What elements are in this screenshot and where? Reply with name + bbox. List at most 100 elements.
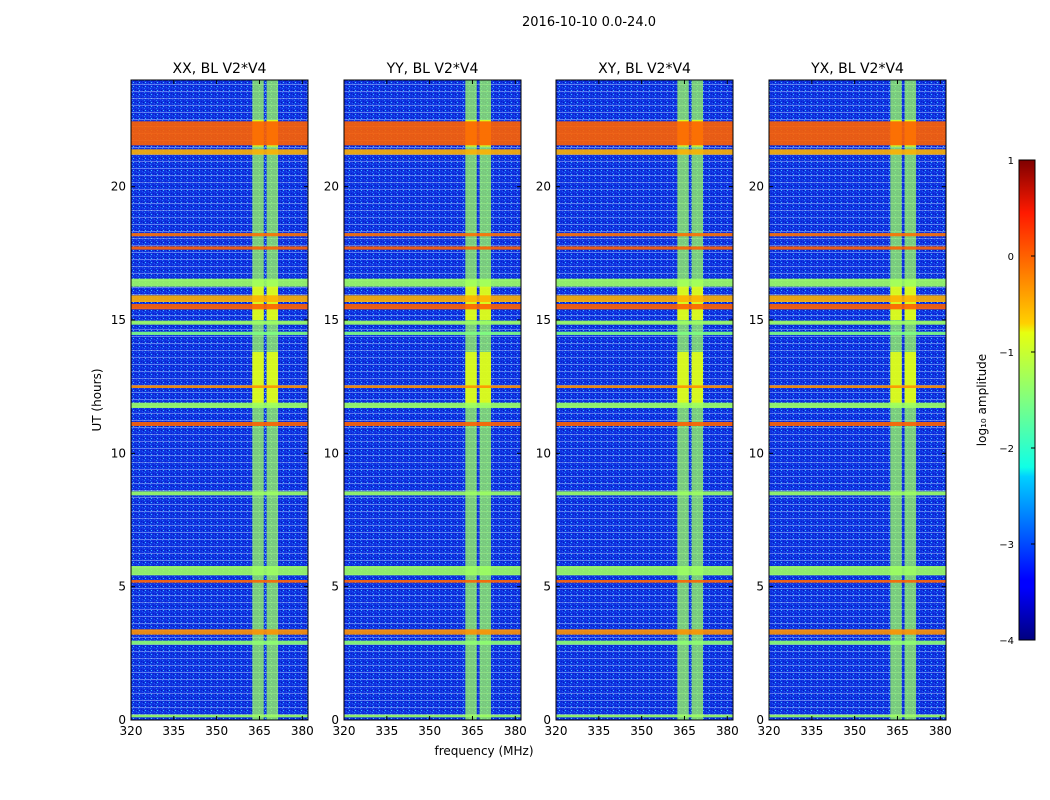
rfi-row [769,331,946,335]
rfi-row [556,320,733,325]
rfi-column-segment [677,352,689,406]
colorbar-gradient [1018,159,1036,641]
rfi-row [131,402,308,408]
panels: XX, BL V2*V4 320 335 350 365 380 0 5 10 15 20 YY, B… [111,61,952,738]
rfi-row [344,246,521,250]
rfi-row [131,566,308,576]
rfi-row [131,304,308,310]
x-tick-label: 365 [461,724,484,738]
rfi-row [344,402,521,408]
panel-title: XY, BL V2*V4 [598,61,691,77]
rfi-row [131,295,308,302]
rfi-row [131,233,308,237]
colorbar-tick-label: 0 [1008,252,1014,263]
rfi-column-segment [465,352,477,406]
rfi-row [556,304,733,310]
rfi-row [344,580,521,583]
y-tick-label: 5 [118,580,126,594]
y-tick-label: 20 [324,180,339,194]
rfi-row [556,278,733,287]
y-tick-label: 10 [536,446,551,460]
panel-3: XY, BL V2*V4 320 335 350 365 380 0 5 10 15 20 [536,61,739,738]
panel-title: YY, BL V2*V4 [386,61,479,77]
y-tick-label: 20 [111,180,126,194]
figure-suptitle: 2016-10-10 0.0-24.0 [522,15,656,30]
rfi-row [556,422,733,426]
rfi-row [769,714,946,718]
x-tick-label: 335 [800,724,823,738]
rfi-column-segment [252,352,264,406]
rfi-column-segment [691,352,704,406]
rfi-row [556,629,733,635]
y-tick-label: 0 [118,713,126,727]
rfi-row [344,640,521,645]
rfi-row [344,149,521,155]
x-tick-label: 380 [716,724,739,738]
rfi-row [556,714,733,718]
panel-frame [768,79,947,721]
x-tick-label: 335 [162,724,185,738]
panel-title: YX, BL V2*V4 [810,61,904,77]
rfi-row [769,629,946,635]
x-tick-label: 365 [673,724,696,738]
rfi-row [556,331,733,335]
rfi-row [556,566,733,576]
rfi-row [131,149,308,155]
x-tick-label: 320 [120,724,143,738]
rfi-row [344,566,521,576]
heatmap-texture [769,80,946,720]
rfi-row [344,331,521,335]
rfi-row [769,385,946,388]
rfi-row [769,320,946,325]
y-tick-label: 20 [536,180,551,194]
rfi-row [344,121,521,146]
rfi-row [769,149,946,155]
rfi-row [131,246,308,250]
rfi-row [556,385,733,388]
colorbar-tick-label: −3 [999,540,1014,551]
rfi-column-segment [266,352,279,406]
rfi-row [131,714,308,718]
rfi-row [769,295,946,302]
rfi-row [556,402,733,408]
colorbar-ticks: 1 0 −1 −2 −3 −4 [999,156,1035,647]
panel-title: XX, BL V2*V4 [173,61,267,77]
x-tick-label: 335 [375,724,398,738]
x-tick-label: 380 [929,724,952,738]
y-tick-label: 0 [543,713,551,727]
rfi-row [769,278,946,287]
rfi-row [131,422,308,426]
rfi-row [769,246,946,250]
x-tick-label: 350 [418,724,441,738]
rfi-row [556,233,733,237]
panel-4: YX, BL V2*V4 320 335 350 365 380 0 5 10 15 20 [749,61,952,738]
rfi-row [131,580,308,583]
x-tick-label: 365 [248,724,271,738]
rfi-row [556,246,733,250]
y-tick-label: 0 [331,713,339,727]
y-tick-label: 5 [543,580,551,594]
rfi-row [769,422,946,426]
y-tick-label: 10 [749,446,764,460]
rfi-row [556,640,733,645]
y-tick-label: 15 [536,313,551,327]
rfi-row [769,402,946,408]
rfi-row [131,278,308,287]
x-tick-label: 380 [291,724,314,738]
colorbar-tick-label: −4 [999,636,1014,647]
colorbar-tick-label: 1 [1008,156,1014,167]
rfi-row [556,121,733,146]
colorbar-tick-label: −1 [999,348,1014,359]
colorbar-label: log₁₀ amplitude [975,354,989,446]
rfi-row [769,121,946,146]
panel-frame [343,79,522,721]
colorbar: 1 0 −1 −2 −3 −4 log₁₀ amplitude [975,156,1036,647]
x-tick-label: 320 [758,724,781,738]
y-tick-label: 0 [756,713,764,727]
y-tick-label: 10 [111,446,126,460]
rfi-row [344,304,521,310]
rfi-row [131,491,308,496]
rfi-row [769,640,946,645]
rfi-row [769,491,946,496]
x-tick-label: 350 [843,724,866,738]
